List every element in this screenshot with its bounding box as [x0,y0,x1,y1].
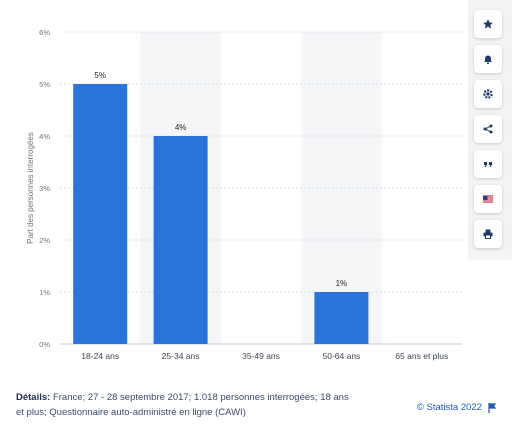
gear-icon [483,89,493,99]
details-text: France; 27 - 28 septembre 2017; 1.018 pe… [16,392,349,418]
bar [314,292,369,344]
share-button[interactable] [474,115,502,143]
y-tick-label: 5% [39,80,50,89]
flag-icon [482,195,494,203]
share-icon [483,124,493,134]
details-note: Détails: France; 27 - 28 septembre 2017;… [16,390,356,420]
y-tick-label: 2% [39,236,50,245]
data-label: 1% [336,279,348,288]
y-tick-label: 0% [39,340,50,349]
data-label: 5% [94,71,106,80]
y-tick-label: 4% [39,132,50,141]
print-button[interactable] [474,220,502,248]
star-button[interactable] [474,10,502,38]
y-axis-title: Part des personnes interrogées [26,132,35,244]
quote-button[interactable] [474,150,502,178]
y-tick-label: 6% [39,28,50,37]
bell-button[interactable] [474,45,502,73]
print-icon [483,229,493,239]
statista-flag-icon [488,402,496,413]
bar [73,84,128,344]
x-tick-label: 65 ans et plus [395,351,448,361]
star-icon [483,19,493,29]
details-label: Détails: [16,392,51,403]
statista-credit[interactable]: © Statista 2022 [417,402,496,413]
bell-icon [484,55,492,65]
data-label: 4% [175,123,187,132]
credit-text[interactable]: © Statista 2022 [416,402,482,413]
bar-chart: 0% 1% 2% 3% 4% 5% 6% Part des personnes interro… [26,28,462,361]
x-tick-label: 18-24 ans [81,351,119,361]
flag-button[interactable] [474,185,502,213]
gear-button[interactable] [474,80,502,108]
x-tick-label: 35-49 ans [242,351,280,361]
x-tick-label: 25-34 ans [162,351,200,361]
quote-icon [484,162,492,167]
bar [153,136,208,344]
y-tick-label: 1% [39,288,50,297]
x-tick-label: 50-64 ans [322,351,360,361]
y-tick-label: 3% [39,184,50,193]
